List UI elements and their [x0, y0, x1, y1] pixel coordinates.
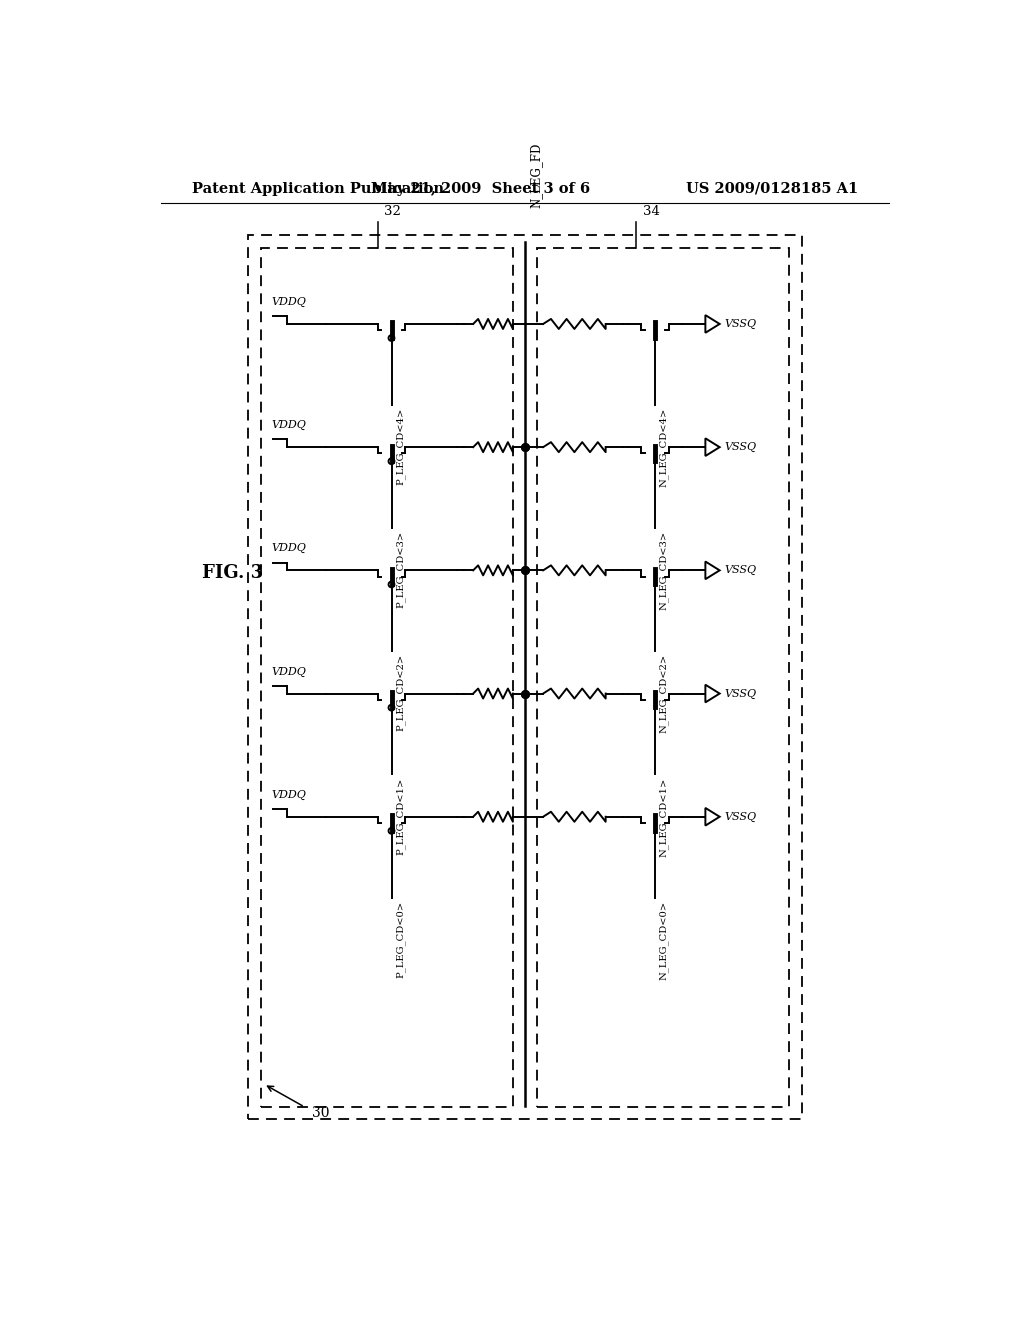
Text: N_LEG_CD<4>: N_LEG_CD<4>: [658, 408, 669, 487]
Bar: [538, 248, 790, 1107]
Text: P_LEG_CD<0>: P_LEG_CD<0>: [395, 900, 406, 978]
Text: VSSQ: VSSQ: [724, 689, 757, 698]
Text: N_LEG_CD<2>: N_LEG_CD<2>: [658, 655, 669, 734]
Bar: [248, 235, 802, 1119]
Text: N_LEG_CD<3>: N_LEG_CD<3>: [658, 531, 669, 610]
Text: 32: 32: [384, 206, 400, 219]
Text: VDDQ: VDDQ: [271, 297, 306, 308]
Text: VSSQ: VSSQ: [724, 319, 757, 329]
Text: VDDQ: VDDQ: [271, 789, 306, 800]
Text: VSSQ: VSSQ: [724, 442, 757, 453]
Text: P_LEG_CD<1>: P_LEG_CD<1>: [395, 777, 406, 855]
Text: VDDQ: VDDQ: [271, 420, 306, 430]
Text: VDDQ: VDDQ: [271, 667, 306, 677]
Text: FIG. 3: FIG. 3: [202, 564, 263, 582]
Text: 34: 34: [643, 206, 659, 219]
Text: P_LEG_CD<2>: P_LEG_CD<2>: [395, 655, 406, 731]
Text: May 21, 2009  Sheet 3 of 6: May 21, 2009 Sheet 3 of 6: [371, 182, 590, 195]
Text: VSSQ: VSSQ: [724, 565, 757, 576]
Text: US 2009/0128185 A1: US 2009/0128185 A1: [686, 182, 858, 195]
Text: N_LEG_CD<1>: N_LEG_CD<1>: [658, 777, 669, 857]
Text: N_LEG_FD: N_LEG_FD: [529, 143, 543, 209]
Text: P_LEG_CD<3>: P_LEG_CD<3>: [395, 531, 406, 609]
Bar: [261, 248, 513, 1107]
Text: 30: 30: [312, 1106, 330, 1121]
Text: N_LEG_CD<0>: N_LEG_CD<0>: [658, 900, 669, 979]
Text: VDDQ: VDDQ: [271, 544, 306, 553]
Text: P_LEG_CD<4>: P_LEG_CD<4>: [395, 408, 406, 486]
Text: Patent Application Publication: Patent Application Publication: [191, 182, 443, 195]
Text: VSSQ: VSSQ: [724, 812, 757, 822]
